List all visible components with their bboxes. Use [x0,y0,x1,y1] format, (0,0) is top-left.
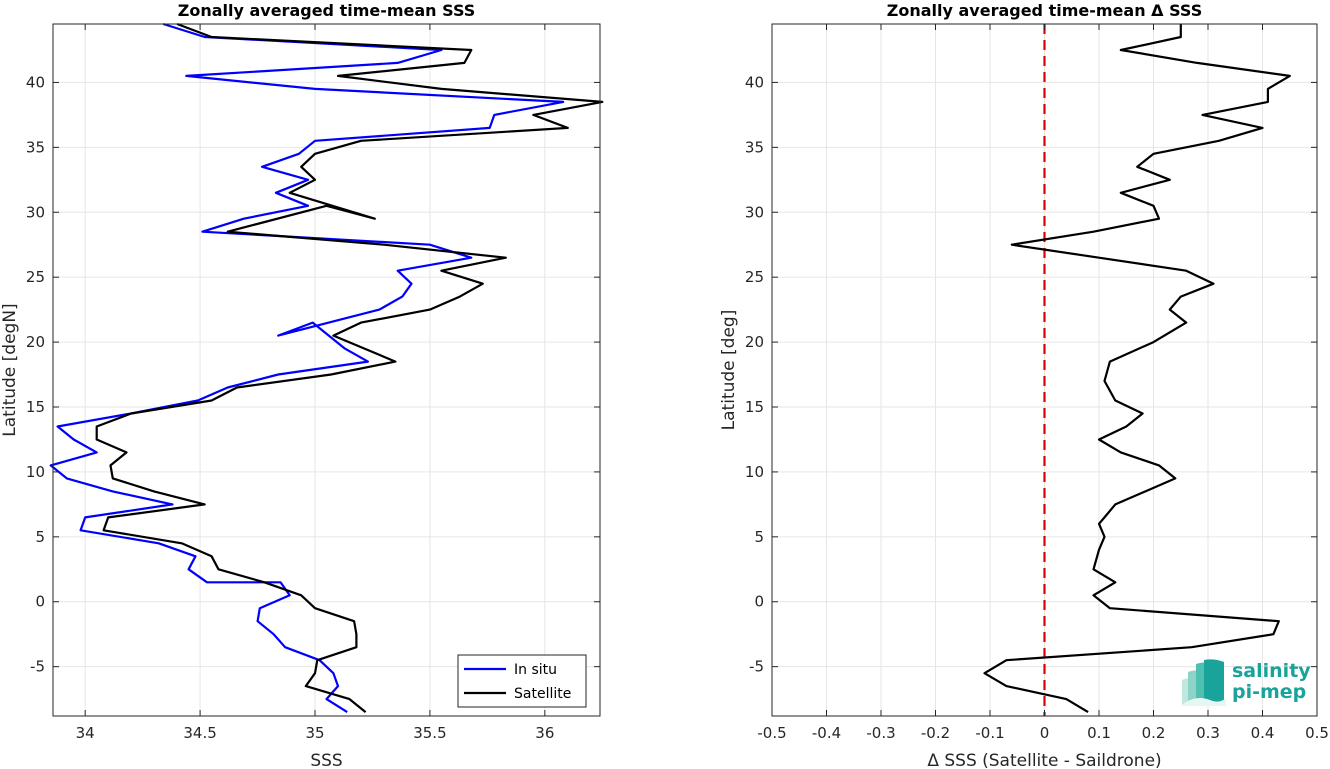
x-tick-label: 34.5 [183,724,216,742]
y-axis-label: Latitude [degN] [0,303,20,436]
y-tick-label: 40 [26,73,45,91]
legend-entry-satellite: Satellite [514,686,571,702]
y-tick-label: 30 [745,203,764,221]
y-tick-label: 35 [26,138,45,156]
x-tick-label: 0 [1040,724,1050,742]
x-tick-label: -0.1 [975,724,1004,742]
x-tick-label: -0.2 [921,724,950,742]
wave-icon [1180,659,1226,706]
salinity-pi-mep-logo: salinity pi-mep [1180,659,1311,706]
series-lines [983,24,1291,714]
chart-title: Zonally averaged time-mean SSS [178,1,476,20]
series-lines [49,22,604,714]
y-tick-label: 10 [745,463,764,481]
y-tick-label: 35 [745,138,764,156]
y-tick-label: 20 [26,333,45,351]
series-line-series-0 [983,24,1291,714]
x-tick-label: -0.4 [812,724,841,742]
x-tick-label: 0.4 [1251,724,1275,742]
y-tick-label: 0 [754,593,764,611]
y-tick-label: 15 [745,398,764,416]
y-tick-label: 5 [754,528,764,546]
x-tick-label: 34 [76,724,95,742]
logo-text-pi-mep: pi-mep [1232,681,1306,703]
delta-sss-profile-chart: -0.5 -0.4 -0.3 -0.2 -0.1 0 0.1 0.2 0.3 0.4 0.5 -5 0 5… [719,1,1329,769]
y-tick-label: 25 [26,268,45,286]
legend: In situ Satellite [457,654,587,708]
y-tick-label: 5 [35,528,45,546]
legend-box [457,654,587,708]
x-tick-label: -0.3 [866,724,895,742]
sss-profile-chart: 34 34.5 35 35.5 36 -5 0 5 10 15 20 25 30 35 40 Zonally… [0,1,604,769]
y-tick-label: 20 [745,333,764,351]
y-tick-label: 0 [35,593,45,611]
x-tick-label: 35 [305,724,324,742]
x-tick-label: 0.2 [1142,724,1166,742]
y-tick-label: 40 [745,73,764,91]
tick-marks: -0.5 -0.4 -0.3 -0.2 -0.1 0 0.1 0.2 0.3 0.4 0.5 -5 0 5… [745,24,1329,742]
axes-frame [52,23,601,717]
series-line-in-situ [49,22,565,714]
y-tick-label: 30 [26,203,45,221]
x-axis-label: Δ SSS (Satellite - Saildrone) [927,751,1161,769]
y-axis-label: Latitude [deg] [719,310,739,431]
y-tick-label: -5 [749,658,764,676]
logo-text-salinity: salinity [1232,660,1311,682]
x-tick-label: -0.5 [757,724,786,742]
y-tick-label: 15 [26,398,45,416]
x-tick-label: 35.5 [413,724,446,742]
x-tick-label: 0.1 [1087,724,1111,742]
x-tick-label: 0.3 [1196,724,1220,742]
legend-entry-in-situ: In situ [514,662,557,678]
x-tick-label: 0.5 [1305,724,1329,742]
y-tick-label: 25 [745,268,764,286]
chart-title: Zonally averaged time-mean Δ SSS [887,1,1203,20]
series-line-satellite [95,22,604,713]
x-axis-label: SSS [310,751,342,769]
y-tick-label: 10 [26,463,45,481]
y-tick-label: -5 [30,658,45,676]
tick-marks: 34 34.5 35 35.5 36 -5 0 5 10 15 20 25 30 35 40 [26,24,600,742]
x-tick-label: 36 [535,724,554,742]
